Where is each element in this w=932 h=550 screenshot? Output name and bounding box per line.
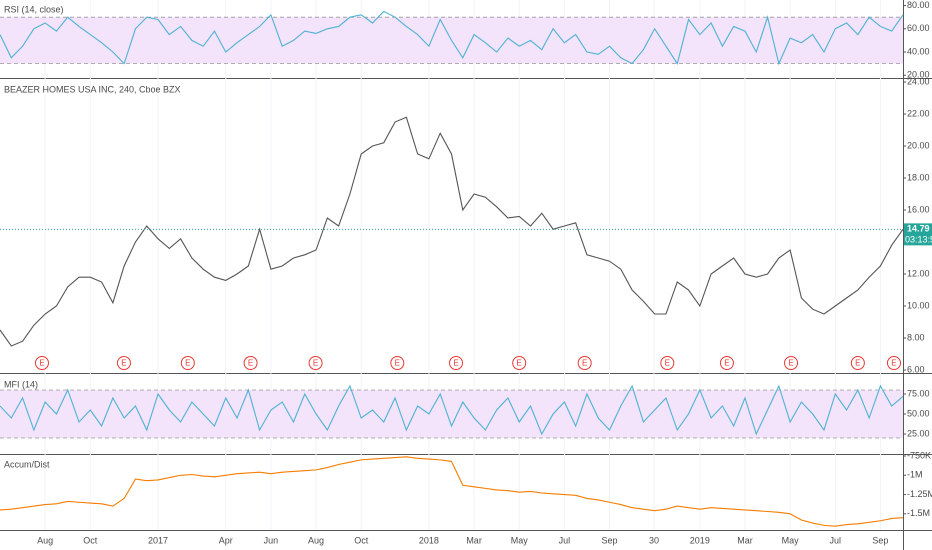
series-line — [0, 116, 904, 347]
earnings-label: E — [453, 359, 458, 368]
y-tick-label: -1.25M — [907, 489, 932, 499]
pane-title: BEAZER HOMES USA INC, 240, Cboe BZX — [4, 84, 181, 94]
countdown-label: 03:13:52 — [905, 235, 932, 245]
earnings-label: E — [788, 359, 793, 368]
x-tick-label: Jun — [264, 535, 279, 545]
pane-title: MFI (14) — [4, 379, 38, 389]
y-tick-label: 40.00 — [907, 46, 930, 56]
x-tick-label: Oct — [83, 535, 98, 545]
y-tick-label: 80.00 — [907, 0, 930, 10]
earnings-marker — [784, 356, 799, 370]
y-tick-label: -1.5M — [907, 508, 930, 518]
y-tick-label: 18.00 — [907, 172, 930, 182]
earnings-marker — [449, 356, 464, 370]
x-tick-label: Jul — [830, 535, 842, 545]
earnings-marker — [180, 356, 195, 370]
earnings-marker — [850, 356, 865, 370]
series-line — [0, 456, 904, 527]
earnings-label: E — [582, 359, 587, 368]
earnings-marker — [390, 356, 405, 370]
earnings-label: E — [39, 359, 44, 368]
pane-title: Accum/Dist — [4, 459, 50, 469]
x-tick-label: Apr — [219, 535, 233, 545]
x-tick-label: Sep — [872, 535, 888, 545]
earnings-label: E — [248, 359, 253, 368]
y-tick-label: 25.00 — [907, 428, 930, 438]
y-tick-label: -1M — [907, 470, 923, 480]
earnings-marker — [34, 356, 49, 370]
earnings-marker — [116, 356, 131, 370]
x-tick-label: 2017 — [148, 535, 168, 545]
x-tick-label: 2018 — [419, 535, 439, 545]
y-tick-label: 6.00 — [907, 364, 925, 374]
earnings-label: E — [665, 359, 670, 368]
x-tick-label: May — [782, 535, 800, 545]
earnings-marker — [660, 356, 675, 370]
y-tick-label: 10.00 — [907, 300, 930, 310]
y-tick-label: 20.00 — [907, 70, 930, 80]
earnings-label: E — [185, 359, 190, 368]
y-tick-label: 60.00 — [907, 23, 930, 33]
earnings-marker — [243, 356, 258, 370]
earnings-label: E — [855, 359, 860, 368]
earnings-label: E — [724, 359, 729, 368]
x-tick-label: May — [511, 535, 529, 545]
earnings-label: E — [517, 359, 522, 368]
pane-title: RSI (14, close) — [4, 4, 64, 14]
y-tick-label: 50.00 — [907, 408, 930, 418]
y-tick-label: 16.00 — [907, 204, 930, 214]
x-tick-label: Sep — [602, 535, 618, 545]
y-tick-label: 24.00 — [907, 76, 930, 86]
last-price-label: 14.79 — [907, 224, 930, 234]
earnings-label: E — [121, 359, 126, 368]
earnings-label: E — [891, 359, 896, 368]
earnings-marker — [719, 356, 734, 370]
x-tick-label: Jul — [559, 535, 571, 545]
earnings-label: E — [313, 359, 318, 368]
x-tick-label: Mar — [466, 535, 482, 545]
band-fill — [0, 390, 903, 438]
last-price-box — [904, 223, 932, 246]
earnings-marker — [577, 356, 592, 370]
earnings-label: E — [395, 359, 400, 368]
y-tick-label: -750K — [907, 450, 931, 460]
series-line — [0, 10, 904, 66]
x-tick-label: 2019 — [690, 535, 710, 545]
series-line — [0, 384, 904, 436]
y-tick-label: 22.00 — [907, 108, 930, 118]
x-tick-label: 30 — [649, 535, 659, 545]
y-tick-label: 75.00 — [907, 388, 930, 398]
x-tick-label: Mar — [737, 535, 753, 545]
earnings-marker — [886, 356, 901, 370]
x-tick-label: Oct — [354, 535, 369, 545]
x-tick-label: Aug — [308, 535, 324, 545]
earnings-marker — [512, 356, 527, 370]
x-tick-label: Aug — [37, 535, 53, 545]
y-tick-label: 8.00 — [907, 332, 925, 342]
y-tick-label: 20.00 — [907, 140, 930, 150]
y-tick-label: 12.00 — [907, 268, 930, 278]
earnings-marker — [308, 356, 323, 370]
